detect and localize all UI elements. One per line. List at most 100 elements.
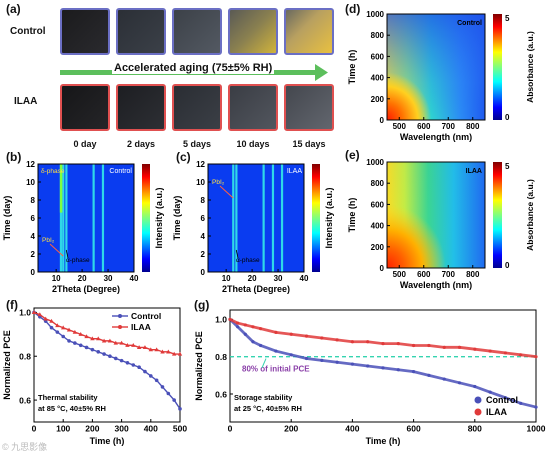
annotation-alpha: α-phase — [236, 257, 260, 264]
y-tick-label: 400 — [371, 74, 385, 83]
x-tick-label: 20 — [78, 274, 87, 283]
data-point — [304, 334, 309, 338]
colorbar — [493, 162, 502, 268]
panel-a-label: (a) — [6, 2, 21, 16]
data-point — [61, 334, 65, 339]
x-tick-label: 40 — [130, 274, 139, 283]
y-tick-label: 0.6 — [215, 389, 227, 399]
peak-line — [59, 164, 63, 272]
y-tick-label: 12 — [196, 160, 205, 169]
data-point — [427, 343, 431, 348]
x-tick-label: 700 — [442, 270, 456, 279]
y-tick-label: 8 — [31, 196, 36, 205]
y-axis-title: Time (day) — [2, 196, 12, 241]
x-tick-label: 500 — [393, 122, 407, 131]
y-tick-label: 1000 — [366, 158, 384, 167]
legend-label: ILAA — [486, 407, 507, 417]
x-tick-label: 600 — [407, 424, 421, 434]
legend-label: ILAA — [131, 322, 151, 332]
data-point — [381, 366, 385, 370]
colorbar-title: Intensity (a.u.) — [154, 187, 164, 248]
day-label: 5 days — [182, 139, 212, 149]
data-point — [78, 343, 83, 348]
annotation-alpha: α-phase — [66, 257, 90, 264]
data-point — [396, 368, 400, 372]
annotation-pbi2: PbI₂ — [212, 179, 225, 186]
y-tick-label: 4 — [201, 232, 206, 241]
plot-frame — [386, 13, 486, 121]
data-point — [473, 384, 477, 389]
y-axis-title: Time (day) — [172, 196, 182, 241]
legend-marker — [474, 408, 482, 416]
annotation-arrow — [235, 249, 239, 259]
panel-b-label: (b) — [6, 150, 22, 164]
y-tick-label: 400 — [371, 222, 385, 231]
data-point — [243, 323, 247, 327]
data-point — [78, 332, 83, 336]
x-axis-title: Time (h) — [90, 436, 125, 446]
colorbar-title: Absorbance (a.u.) — [525, 31, 535, 103]
control-film-1 — [116, 8, 166, 55]
row-label-ilaa: ILAA — [14, 96, 38, 107]
panel-f-label: (f) — [6, 298, 18, 312]
y-tick-label: 200 — [371, 95, 385, 104]
x-tick-label: 20 — [248, 274, 257, 283]
data-point — [172, 398, 176, 402]
y-tick-label: 200 — [371, 243, 385, 252]
row-label-control: Control — [10, 26, 46, 37]
chart-b: 10 20 30 40 0 2 4 6 8 10 12 2Theta (Degree) Time (da… — [2, 160, 164, 294]
data-point — [534, 405, 538, 409]
x-tick-label: 10 — [52, 274, 61, 283]
data-point — [66, 327, 72, 332]
data-point — [289, 353, 293, 357]
absorbance-map-peak — [387, 162, 485, 268]
peak-line — [271, 164, 275, 272]
data-point — [503, 351, 507, 355]
data-point — [335, 338, 339, 342]
y-tick-label: 0 — [201, 268, 206, 277]
y-tick-label: 0.6 — [19, 395, 31, 405]
data-point — [335, 360, 339, 364]
data-point — [457, 345, 462, 349]
data-point — [243, 332, 247, 336]
panel-tag: Control — [457, 20, 482, 27]
heatmap-background — [208, 164, 304, 272]
peak-line — [235, 164, 238, 272]
legend-marker — [118, 314, 122, 318]
control-film-3 — [228, 8, 278, 55]
absorbance-map-peak — [387, 14, 485, 120]
x-axis-title: 2Theta (Degree) — [222, 284, 290, 294]
y-tick-label: 6 — [31, 214, 36, 223]
data-point — [320, 358, 324, 362]
annotation-arrow — [261, 358, 267, 369]
y-tick-label: 6 — [201, 214, 206, 223]
peak-line — [62, 164, 65, 272]
y-axis-title: Time (h) — [347, 50, 357, 85]
peak-line — [101, 164, 105, 272]
x-tick-label: 700 — [442, 122, 456, 131]
data-point — [142, 345, 148, 350]
y-tick-label: 800 — [371, 31, 385, 40]
x-tick-label: 800 — [466, 270, 480, 279]
y-axis-title: Normalized PCE — [194, 331, 204, 401]
y-tick-label: 12 — [26, 160, 35, 169]
data-point — [473, 347, 477, 351]
x-tick-label: 200 — [284, 424, 298, 434]
ilaa-film-3 — [228, 84, 278, 131]
data-point — [381, 342, 385, 346]
y-tick-label: 10 — [196, 178, 205, 187]
peak-line — [65, 164, 68, 272]
data-point — [102, 352, 106, 356]
data-point — [31, 310, 37, 314]
x-tick-label: 500 — [173, 424, 187, 434]
data-point — [72, 329, 78, 334]
data-point — [519, 401, 523, 405]
data-point — [178, 407, 182, 411]
data-point — [160, 385, 165, 389]
data-point — [442, 377, 446, 381]
heatmap-background — [38, 164, 134, 272]
x-tick-label: 800 — [466, 122, 480, 131]
data-point — [412, 343, 416, 348]
y-axis-title: Time (h) — [347, 198, 357, 233]
data-point — [119, 340, 124, 345]
